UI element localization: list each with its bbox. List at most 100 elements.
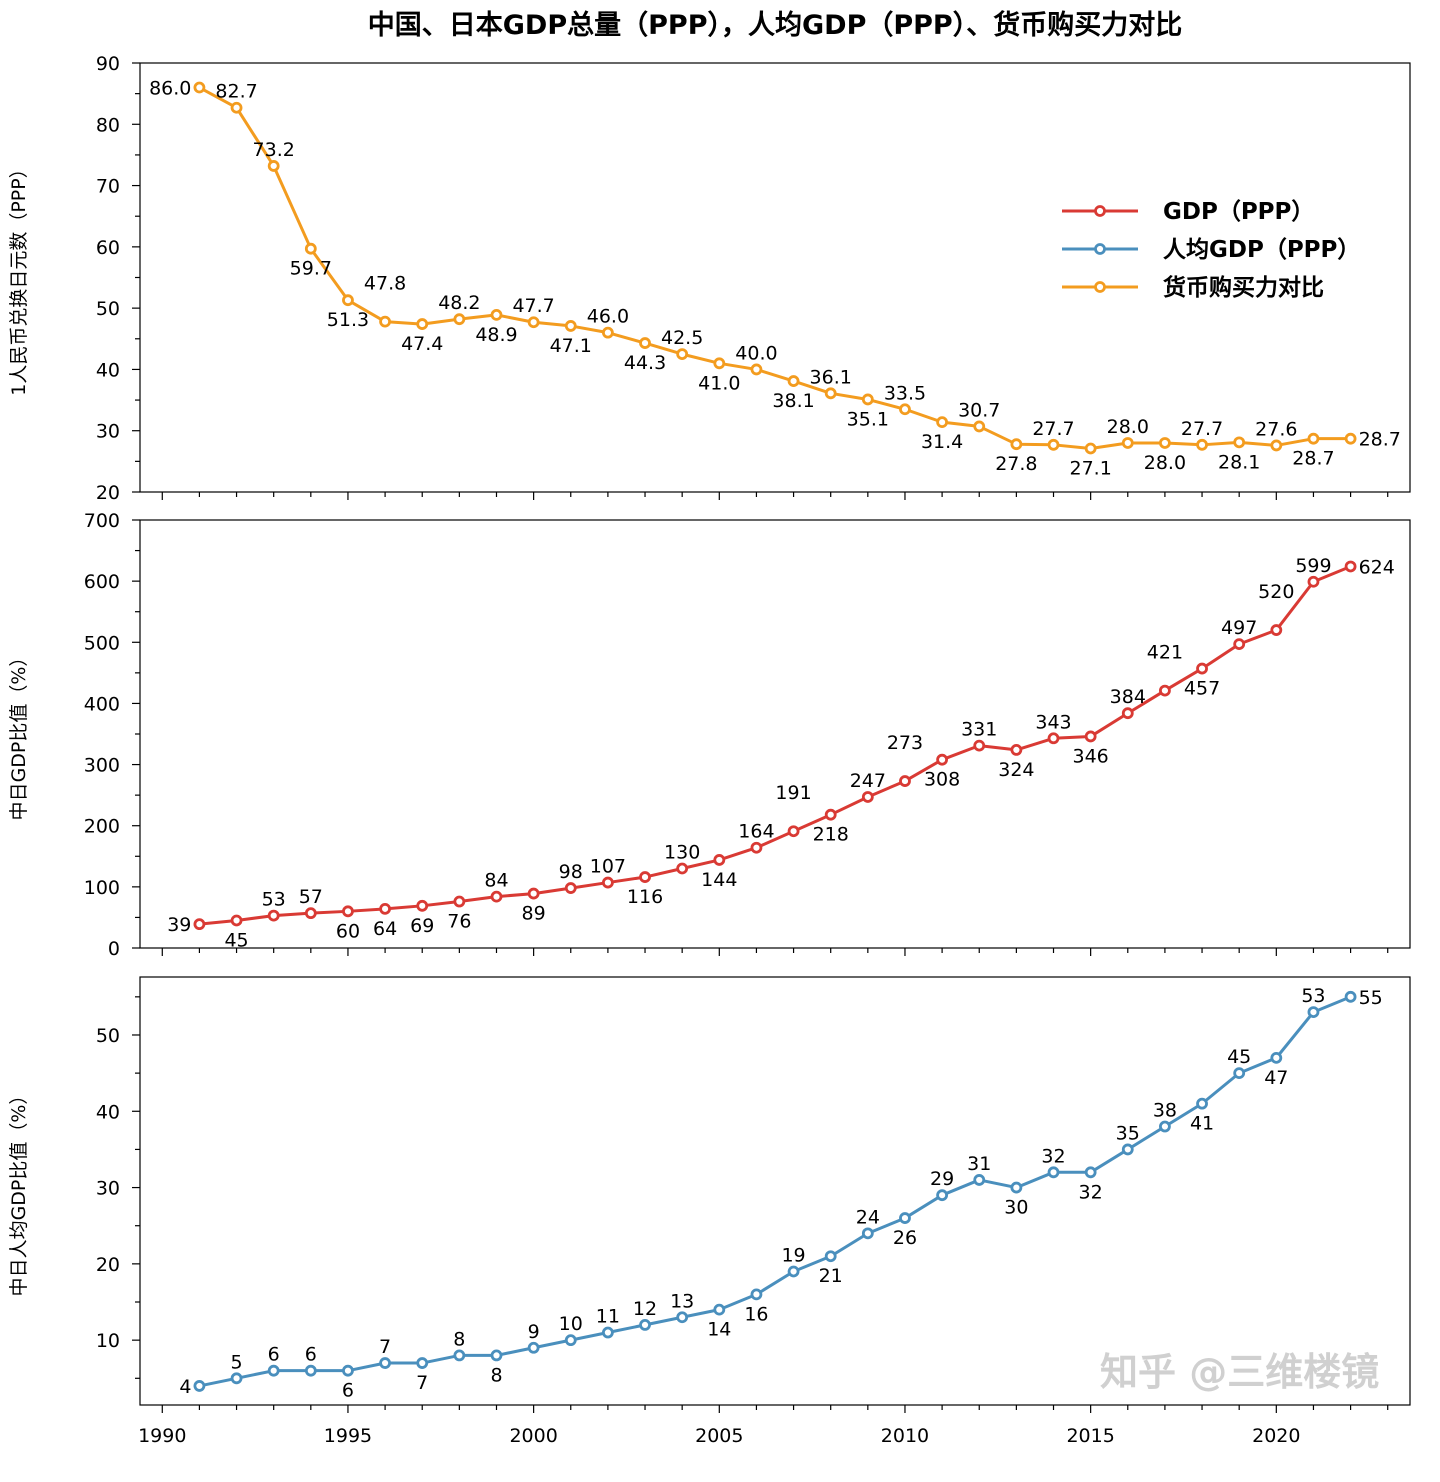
data-point (304, 1364, 317, 1377)
data-label: 27.1 (1069, 457, 1111, 479)
data-point (973, 1174, 986, 1186)
y-tick-label: 400 (84, 693, 120, 715)
x-tick-label: 1990 (138, 1425, 186, 1447)
data-label: 51.3 (327, 309, 369, 331)
data-point (490, 308, 503, 321)
data-label: 331 (961, 719, 997, 741)
data-point (750, 1288, 763, 1301)
data-point (861, 1227, 874, 1240)
chart-title: 中国、日本GDP总量（PPP），人均GDP（PPP）、货币购买力对比 (368, 9, 1182, 41)
data-point (416, 1357, 429, 1369)
data-label: 24 (856, 1206, 880, 1228)
data-point (1010, 743, 1023, 756)
data-point (1233, 638, 1246, 651)
data-point (1307, 432, 1320, 445)
data-point (342, 1364, 354, 1377)
data-point (230, 101, 243, 114)
legend-marker (1094, 281, 1106, 293)
data-label: 98 (559, 861, 583, 883)
data-point (676, 862, 689, 875)
data-point (230, 1372, 243, 1385)
data-label: 48.2 (438, 292, 480, 314)
data-label: 346 (1073, 745, 1109, 767)
data-label: 497 (1221, 617, 1257, 639)
data-point (787, 1265, 800, 1278)
data-point (379, 315, 391, 328)
data-label: 41.0 (698, 372, 740, 394)
data-point (824, 808, 837, 821)
data-point (193, 1380, 206, 1392)
data-point (1047, 438, 1060, 451)
data-label: 38 (1153, 1100, 1177, 1122)
data-label: 164 (738, 821, 774, 843)
legend-label: 人均GDP（PPP） (1163, 236, 1360, 263)
data-point (1233, 1067, 1246, 1080)
data-label: 308 (924, 769, 960, 791)
data-point (1196, 438, 1208, 451)
x-tick-label: 2005 (695, 1425, 743, 1447)
data-label: 19 (781, 1244, 805, 1266)
data-point (713, 1303, 726, 1316)
data-point (1084, 1166, 1097, 1179)
data-point (936, 416, 949, 429)
data-label: 27.6 (1255, 418, 1297, 440)
data-label: 86.0 (149, 78, 191, 100)
y-tick-label: 200 (84, 816, 120, 838)
data-label: 30.7 (958, 399, 1000, 421)
data-label: 39 (167, 914, 191, 936)
data-point (1047, 732, 1060, 745)
data-point (304, 242, 317, 255)
data-label: 82.7 (215, 81, 257, 103)
data-label: 27.8 (995, 453, 1037, 475)
data-point (750, 363, 763, 376)
data-point (861, 791, 874, 803)
y-tick-label: 50 (96, 298, 120, 320)
data-label: 273 (887, 732, 923, 754)
y-tick-label: 10 (96, 1330, 120, 1352)
data-label: 33.5 (884, 382, 926, 404)
data-label: 47.4 (401, 333, 443, 355)
data-label: 5 (231, 1351, 243, 1373)
data-label: 6 (342, 1380, 354, 1402)
data-label: 59.7 (290, 258, 332, 280)
y-tick-label: 700 (84, 510, 120, 532)
data-label: 42.5 (661, 327, 703, 349)
y-tick-label: 90 (96, 53, 120, 75)
data-point (1047, 1166, 1060, 1179)
panel-2: 0 100 200 300 400 500 600 700 中日GDP比值（%） 39 45 53 57… (8, 510, 1411, 960)
data-label: 31.4 (921, 431, 963, 453)
data-point (1344, 560, 1357, 573)
data-label: 57 (299, 886, 323, 908)
series-line (199, 995, 1352, 1388)
data-point (342, 294, 354, 307)
data-point (676, 1311, 689, 1324)
data-point (1270, 439, 1283, 452)
data-point (453, 1349, 466, 1362)
data-point (267, 1364, 280, 1377)
y-axis-label: 中日人均GDP比值（%） (8, 1086, 30, 1297)
data-point (787, 825, 800, 838)
data-point (193, 918, 206, 931)
data-label: 7 (379, 1336, 391, 1358)
data-label: 53 (1301, 985, 1325, 1007)
data-label: 47.7 (512, 295, 554, 317)
data-point (1010, 1181, 1023, 1194)
data-point (1270, 1051, 1283, 1064)
data-label: 41 (1190, 1113, 1214, 1135)
data-point (267, 909, 280, 922)
data-point (601, 1326, 614, 1339)
y-tick-label: 600 (84, 571, 120, 593)
data-point (564, 882, 577, 894)
data-label: 69 (410, 915, 434, 937)
data-label: 73.2 (253, 139, 295, 161)
data-point (230, 914, 243, 927)
y-tick-label: 80 (96, 114, 120, 136)
x-tick-label: 2010 (881, 1425, 929, 1447)
y-axis-label: 1人民币兑换日元数（PPP） (8, 159, 30, 395)
data-point (267, 160, 280, 172)
data-label: 76 (447, 911, 471, 933)
data-point (787, 375, 800, 387)
data-point (713, 357, 726, 370)
data-point (1121, 1143, 1134, 1156)
data-label: 28.0 (1144, 452, 1186, 474)
